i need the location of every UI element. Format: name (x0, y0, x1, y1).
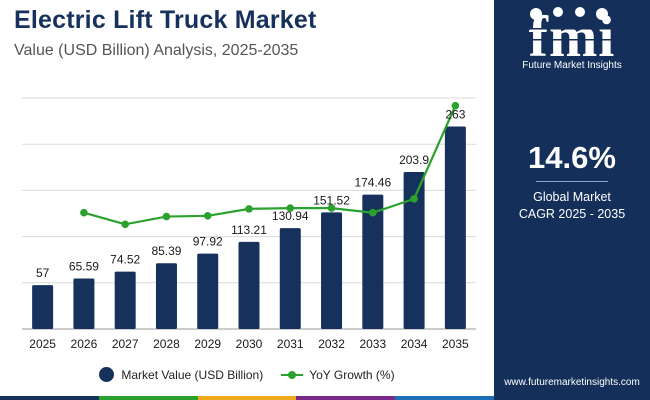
legend-item-market-value[interactable]: Market Value (USD Billion) (99, 367, 263, 382)
yoy-point-2028 (162, 212, 171, 221)
x-tick-label: 2035 (442, 337, 469, 351)
data-label-2026: 65.59 (69, 259, 99, 273)
yoy-point-2032 (327, 204, 336, 212)
yoy-point-2031 (286, 204, 295, 212)
legend-swatch-bar (99, 367, 115, 382)
x-tick-label: 2034 (401, 337, 428, 351)
strip-segment (296, 396, 396, 400)
data-label-2035: 263 (445, 107, 465, 121)
strip-segment (395, 396, 494, 400)
bar-2031 (279, 228, 301, 329)
bar-2026 (73, 278, 95, 329)
bar-2034 (403, 171, 425, 329)
bar-2032 (321, 212, 343, 329)
legend-label-yoy-growth: YoY Growth (%) (309, 367, 395, 382)
data-label-2033: 174.46 (354, 176, 391, 190)
bar-2030 (238, 241, 260, 329)
yoy-point-2035 (451, 101, 460, 110)
x-tick-label: 2027 (112, 337, 139, 351)
x-tick-label: 2028 (153, 337, 180, 351)
bar-2027 (114, 271, 136, 329)
logo-icon-3 (575, 7, 585, 17)
cagr-value: 14.6% (528, 140, 616, 175)
yoy-point-2033 (369, 208, 377, 217)
logo-icon-1 (530, 8, 542, 20)
yoy-growth-line (83, 105, 457, 226)
website-link[interactable]: www.futuremarketinsights.com (504, 377, 640, 388)
data-label-2028: 85.39 (151, 244, 181, 258)
legend-item-yoy-growth[interactable]: YoY Growth (%) (281, 367, 395, 382)
market-chart: 57 65.59 74.52 85.39 97.92 113.21 130.94 151.52… (22, 97, 476, 351)
cagr-label-line1: Global Market (533, 190, 611, 204)
cagr-label: Global Market CAGR 2025 - 2035 (494, 189, 650, 223)
x-tick-label: 2033 (359, 337, 386, 351)
yoy-point-2026 (80, 208, 88, 217)
bar-2028 (155, 263, 177, 329)
legend-swatch-line (281, 370, 304, 379)
logo-icon-4 (596, 8, 608, 20)
chart-legend: Market Value (USD Billion) YoY Growth (%… (0, 367, 494, 382)
data-label-2032: 151.52 (313, 193, 350, 207)
data-label-2034: 203.9 (399, 153, 429, 167)
fmi-logo: fmi (516, 6, 628, 68)
data-label-2030: 113.21 (231, 223, 267, 237)
sidebar-panel: fmi Future Market Insights 14.6% Global … (494, 0, 650, 400)
yoy-point-2030 (245, 205, 253, 213)
bar-2035 (444, 126, 466, 330)
x-tick-label: 2031 (277, 337, 304, 351)
data-label-2029: 97.92 (193, 235, 223, 249)
yoy-point-2034 (410, 195, 418, 203)
bar-2025 (32, 285, 54, 329)
strip-segment (0, 396, 99, 400)
cagr-divider (536, 181, 608, 182)
logo-subtitle: Future Market Insights (522, 60, 622, 71)
logo-icon-2 (553, 7, 563, 17)
data-label-2031: 130.94 (272, 209, 309, 223)
page-subtitle: Value (USD Billion) Analysis, 2025-2035 (14, 42, 299, 59)
legend-label-market-value: Market Value (USD Billion) (121, 367, 264, 382)
data-label-2027: 74.52 (110, 253, 140, 267)
x-tick-label: 2032 (318, 337, 345, 351)
x-tick-label: 2026 (71, 337, 98, 351)
cagr-label-line2: CAGR 2025 - 2035 (518, 207, 626, 221)
x-tick-label: 2025 (29, 337, 56, 351)
strip-segment (197, 396, 297, 400)
bar-2033 (362, 194, 384, 329)
yoy-point-2027 (121, 220, 129, 229)
strip-segment (98, 396, 198, 400)
bottom-color-strip (0, 396, 494, 400)
yoy-point-2029 (203, 212, 212, 220)
bar-2029 (197, 253, 219, 329)
data-label-2025: 57 (36, 266, 50, 280)
page-title: Electric Lift Truck Market (14, 6, 317, 34)
x-tick-label: 2029 (194, 337, 221, 351)
x-tick-label: 2030 (236, 337, 263, 351)
